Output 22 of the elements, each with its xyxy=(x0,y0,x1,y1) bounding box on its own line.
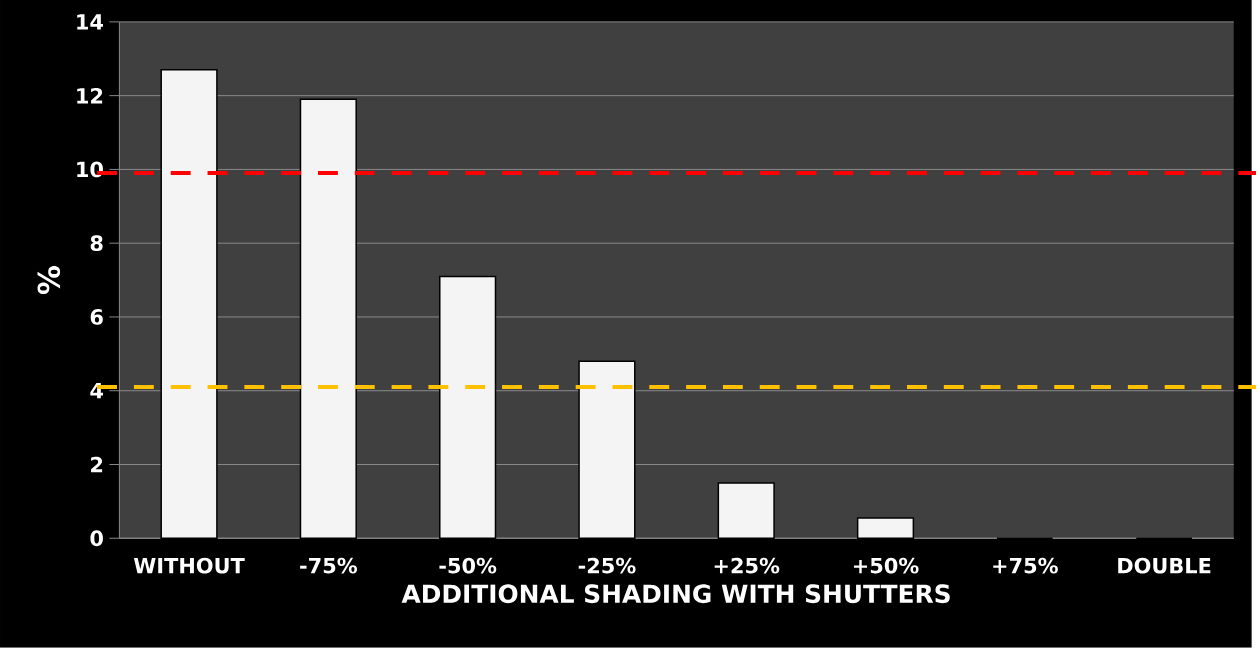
bar xyxy=(439,275,497,540)
y-tick-label: 8 xyxy=(90,235,103,252)
y-tick-label: 12 xyxy=(77,88,103,104)
bar xyxy=(578,360,636,540)
y-tick-label: 0 xyxy=(90,530,103,547)
x-tick-label: WITHOUT xyxy=(133,557,245,574)
y-tick-label: 6 xyxy=(90,309,103,325)
x-tick-label: +75% xyxy=(993,557,1058,574)
x-tick-label: -75% xyxy=(300,557,358,574)
bar xyxy=(717,482,775,540)
x-tick-label: +25% xyxy=(714,557,780,574)
bar xyxy=(299,98,357,540)
x-tick-label: -50% xyxy=(439,557,497,574)
bar xyxy=(160,69,218,540)
y-axis-title: % xyxy=(37,266,61,295)
bar xyxy=(856,517,915,540)
x-tick-label: -25% xyxy=(578,557,636,574)
x-tick-label: +50% xyxy=(853,557,919,574)
x-axis-title: ADDITIONAL SHADING WITH SHUTTERS xyxy=(401,584,950,604)
y-tick-label: 14 xyxy=(77,14,103,30)
x-tick-label: DOUBLE xyxy=(1118,557,1211,574)
y-tick-label: 2 xyxy=(91,456,103,473)
